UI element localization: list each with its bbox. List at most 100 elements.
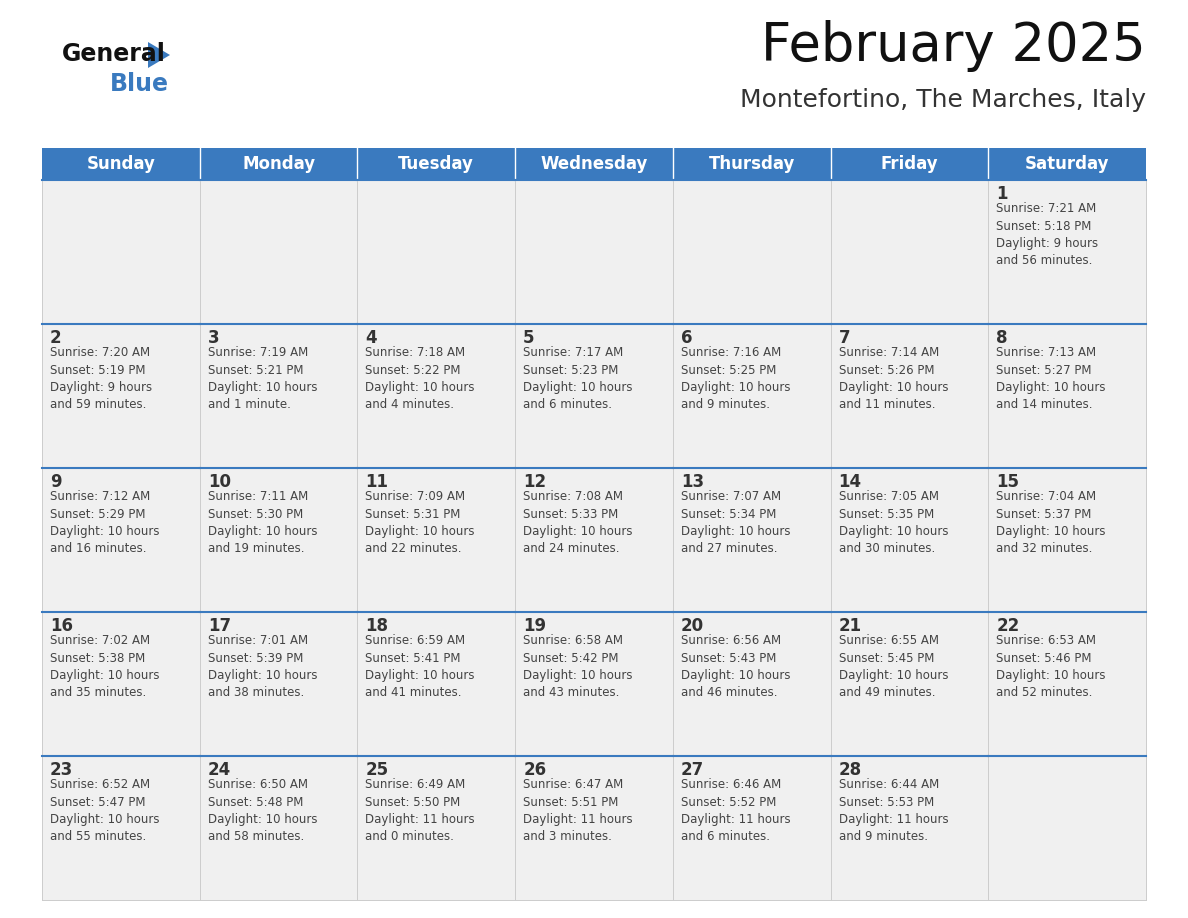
Text: Sunrise: 7:01 AM
Sunset: 5:39 PM
Daylight: 10 hours
and 38 minutes.: Sunrise: 7:01 AM Sunset: 5:39 PM Dayligh… [208,634,317,700]
Bar [358,148,516,180]
Text: 3: 3 [208,329,220,347]
Text: Sunrise: 7:17 AM
Sunset: 5:23 PM
Daylight: 10 hours
and 6 minutes.: Sunrise: 7:17 AM Sunset: 5:23 PM Dayligh… [523,346,633,411]
Bar [200,756,358,900]
Text: 17: 17 [208,617,230,635]
Bar [42,756,200,900]
Text: 24: 24 [208,761,230,779]
Bar [830,148,988,180]
Bar [516,756,672,900]
Bar [42,180,200,324]
Text: Sunrise: 7:19 AM
Sunset: 5:21 PM
Daylight: 10 hours
and 1 minute.: Sunrise: 7:19 AM Sunset: 5:21 PM Dayligh… [208,346,317,411]
Bar [358,324,516,468]
Text: 13: 13 [681,473,704,491]
Text: 23: 23 [50,761,74,779]
Bar [672,324,830,468]
Bar [672,612,830,756]
Text: 20: 20 [681,617,704,635]
Text: Sunday: Sunday [87,155,156,173]
Bar [200,468,358,612]
Bar [988,324,1146,468]
Bar [358,756,516,900]
Text: Sunrise: 7:05 AM
Sunset: 5:35 PM
Daylight: 10 hours
and 30 minutes.: Sunrise: 7:05 AM Sunset: 5:35 PM Dayligh… [839,490,948,555]
Bar [358,612,516,756]
Text: Thursday: Thursday [708,155,795,173]
Bar [988,180,1146,324]
Text: Montefortino, The Marches, Italy: Montefortino, The Marches, Italy [740,88,1146,112]
Text: Sunrise: 7:04 AM
Sunset: 5:37 PM
Daylight: 10 hours
and 32 minutes.: Sunrise: 7:04 AM Sunset: 5:37 PM Dayligh… [997,490,1106,555]
Bar [988,148,1146,180]
Text: Blue: Blue [110,72,169,96]
Text: General: General [62,42,166,66]
Text: 1: 1 [997,185,1007,203]
Text: 12: 12 [523,473,546,491]
Text: Saturday: Saturday [1025,155,1110,173]
Bar [988,612,1146,756]
Bar [200,148,358,180]
Bar [830,180,988,324]
Text: Sunrise: 7:07 AM
Sunset: 5:34 PM
Daylight: 10 hours
and 27 minutes.: Sunrise: 7:07 AM Sunset: 5:34 PM Dayligh… [681,490,790,555]
Bar [42,612,200,756]
Text: Sunrise: 7:08 AM
Sunset: 5:33 PM
Daylight: 10 hours
and 24 minutes.: Sunrise: 7:08 AM Sunset: 5:33 PM Dayligh… [523,490,633,555]
Text: 6: 6 [681,329,693,347]
Text: 11: 11 [366,473,388,491]
Text: 26: 26 [523,761,546,779]
Bar [516,148,672,180]
Bar [672,148,830,180]
Text: 2: 2 [50,329,62,347]
Bar [516,324,672,468]
Text: Sunrise: 6:47 AM
Sunset: 5:51 PM
Daylight: 11 hours
and 3 minutes.: Sunrise: 6:47 AM Sunset: 5:51 PM Dayligh… [523,778,633,844]
Bar [830,468,988,612]
Text: 22: 22 [997,617,1019,635]
Text: 8: 8 [997,329,1007,347]
Text: Sunrise: 7:20 AM
Sunset: 5:19 PM
Daylight: 9 hours
and 59 minutes.: Sunrise: 7:20 AM Sunset: 5:19 PM Dayligh… [50,346,152,411]
Text: Sunrise: 6:58 AM
Sunset: 5:42 PM
Daylight: 10 hours
and 43 minutes.: Sunrise: 6:58 AM Sunset: 5:42 PM Dayligh… [523,634,633,700]
Text: 25: 25 [366,761,388,779]
Text: Sunrise: 7:11 AM
Sunset: 5:30 PM
Daylight: 10 hours
and 19 minutes.: Sunrise: 7:11 AM Sunset: 5:30 PM Dayligh… [208,490,317,555]
Text: Sunrise: 7:18 AM
Sunset: 5:22 PM
Daylight: 10 hours
and 4 minutes.: Sunrise: 7:18 AM Sunset: 5:22 PM Dayligh… [366,346,475,411]
Bar [42,468,200,612]
Text: Sunrise: 6:44 AM
Sunset: 5:53 PM
Daylight: 11 hours
and 9 minutes.: Sunrise: 6:44 AM Sunset: 5:53 PM Dayligh… [839,778,948,844]
Text: 14: 14 [839,473,861,491]
Text: 10: 10 [208,473,230,491]
Text: 16: 16 [50,617,72,635]
Bar [830,612,988,756]
Text: 7: 7 [839,329,851,347]
Bar [830,324,988,468]
Bar [516,468,672,612]
Bar [200,324,358,468]
Text: Sunrise: 7:16 AM
Sunset: 5:25 PM
Daylight: 10 hours
and 9 minutes.: Sunrise: 7:16 AM Sunset: 5:25 PM Dayligh… [681,346,790,411]
Bar [672,468,830,612]
Text: Sunrise: 6:50 AM
Sunset: 5:48 PM
Daylight: 10 hours
and 58 minutes.: Sunrise: 6:50 AM Sunset: 5:48 PM Dayligh… [208,778,317,844]
Bar [358,468,516,612]
Text: Sunrise: 6:55 AM
Sunset: 5:45 PM
Daylight: 10 hours
and 49 minutes.: Sunrise: 6:55 AM Sunset: 5:45 PM Dayligh… [839,634,948,700]
Text: 28: 28 [839,761,861,779]
Text: Sunrise: 6:49 AM
Sunset: 5:50 PM
Daylight: 11 hours
and 0 minutes.: Sunrise: 6:49 AM Sunset: 5:50 PM Dayligh… [366,778,475,844]
Bar [988,756,1146,900]
Bar [672,756,830,900]
Text: Sunrise: 7:09 AM
Sunset: 5:31 PM
Daylight: 10 hours
and 22 minutes.: Sunrise: 7:09 AM Sunset: 5:31 PM Dayligh… [366,490,475,555]
Text: Monday: Monday [242,155,315,173]
Text: Sunrise: 7:13 AM
Sunset: 5:27 PM
Daylight: 10 hours
and 14 minutes.: Sunrise: 7:13 AM Sunset: 5:27 PM Dayligh… [997,346,1106,411]
Bar [42,148,200,180]
Bar [358,180,516,324]
Text: 9: 9 [50,473,62,491]
Text: Sunrise: 7:14 AM
Sunset: 5:26 PM
Daylight: 10 hours
and 11 minutes.: Sunrise: 7:14 AM Sunset: 5:26 PM Dayligh… [839,346,948,411]
Text: 19: 19 [523,617,546,635]
Polygon shape [148,42,170,68]
Text: 27: 27 [681,761,704,779]
Text: Wednesday: Wednesday [541,155,647,173]
Bar [200,612,358,756]
Bar [988,468,1146,612]
Bar [516,180,672,324]
Text: Sunrise: 6:52 AM
Sunset: 5:47 PM
Daylight: 10 hours
and 55 minutes.: Sunrise: 6:52 AM Sunset: 5:47 PM Dayligh… [50,778,159,844]
Bar [516,612,672,756]
Text: Sunrise: 6:46 AM
Sunset: 5:52 PM
Daylight: 11 hours
and 6 minutes.: Sunrise: 6:46 AM Sunset: 5:52 PM Dayligh… [681,778,790,844]
Bar [200,180,358,324]
Text: Sunrise: 6:59 AM
Sunset: 5:41 PM
Daylight: 10 hours
and 41 minutes.: Sunrise: 6:59 AM Sunset: 5:41 PM Dayligh… [366,634,475,700]
Text: 4: 4 [366,329,377,347]
Text: 21: 21 [839,617,861,635]
Text: Sunrise: 6:53 AM
Sunset: 5:46 PM
Daylight: 10 hours
and 52 minutes.: Sunrise: 6:53 AM Sunset: 5:46 PM Dayligh… [997,634,1106,700]
Bar [42,324,200,468]
Text: Friday: Friday [880,155,939,173]
Text: Sunrise: 7:12 AM
Sunset: 5:29 PM
Daylight: 10 hours
and 16 minutes.: Sunrise: 7:12 AM Sunset: 5:29 PM Dayligh… [50,490,159,555]
